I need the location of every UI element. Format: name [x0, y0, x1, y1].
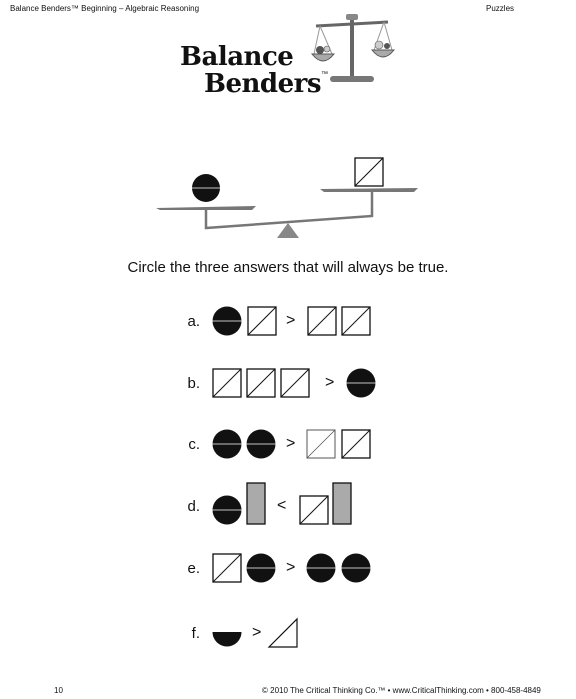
instruction-text: Circle the three answers that will alway…: [127, 259, 449, 276]
square-icon: [247, 306, 277, 336]
question-f-operator: >: [252, 624, 262, 641]
question-e-label: e.: [187, 560, 200, 577]
square-icon: [246, 368, 276, 398]
left-pan-circle-icon: [192, 174, 220, 202]
scale-beam: [204, 191, 374, 230]
header-section: Puzzles: [486, 4, 515, 13]
gray-rectangle-icon: [332, 482, 352, 525]
square-icon: [212, 368, 242, 398]
question-a-operator: >: [286, 312, 296, 329]
triangle-icon: [267, 617, 298, 648]
question-b-label: b.: [187, 375, 200, 392]
logo: Balance Benders™: [180, 42, 328, 97]
square-icon: [341, 429, 371, 459]
half-circle-icon: [212, 632, 242, 647]
circle-icon: [212, 429, 242, 459]
circle-icon: [246, 553, 276, 583]
logo-scale-icon: [310, 14, 396, 82]
logo-line-1: Balance: [180, 42, 294, 72]
square-icon: [212, 553, 242, 583]
question-c-label: c.: [188, 436, 200, 453]
logo-line-2: Benders: [204, 69, 321, 99]
question-c-operator: >: [286, 435, 296, 452]
square-icon: [299, 495, 329, 525]
square-icon: [306, 429, 336, 459]
question-a-label: a.: [187, 313, 200, 330]
question-f-label: f.: [191, 625, 200, 642]
square-icon: [280, 368, 310, 398]
circle-icon: [306, 553, 336, 583]
question-d-label: d.: [187, 498, 200, 515]
circle-icon: [212, 306, 242, 336]
question-b-operator: >: [325, 374, 335, 391]
gray-rectangle-icon: [246, 482, 266, 525]
right-pan: [320, 188, 418, 192]
circle-icon: [341, 553, 371, 583]
page-number: 10: [54, 686, 63, 695]
square-icon: [341, 306, 371, 336]
circle-icon: [246, 429, 276, 459]
main-balance-diagram: [156, 157, 418, 238]
header-title: Balance Benders™ Beginning – Algebraic R…: [10, 4, 200, 13]
question-d-operator: <: [277, 497, 287, 514]
right-pan-square-icon: [354, 157, 384, 187]
circle-icon: [212, 495, 242, 525]
circle-icon: [346, 368, 376, 398]
left-pan: [156, 206, 256, 210]
copyright-text: © 2010 The Critical Thinking Co.™ • www.…: [262, 686, 541, 695]
logo-tm: ™: [320, 71, 328, 78]
square-icon: [307, 306, 337, 336]
fulcrum: [277, 223, 299, 238]
question-e-operator: >: [286, 559, 296, 576]
